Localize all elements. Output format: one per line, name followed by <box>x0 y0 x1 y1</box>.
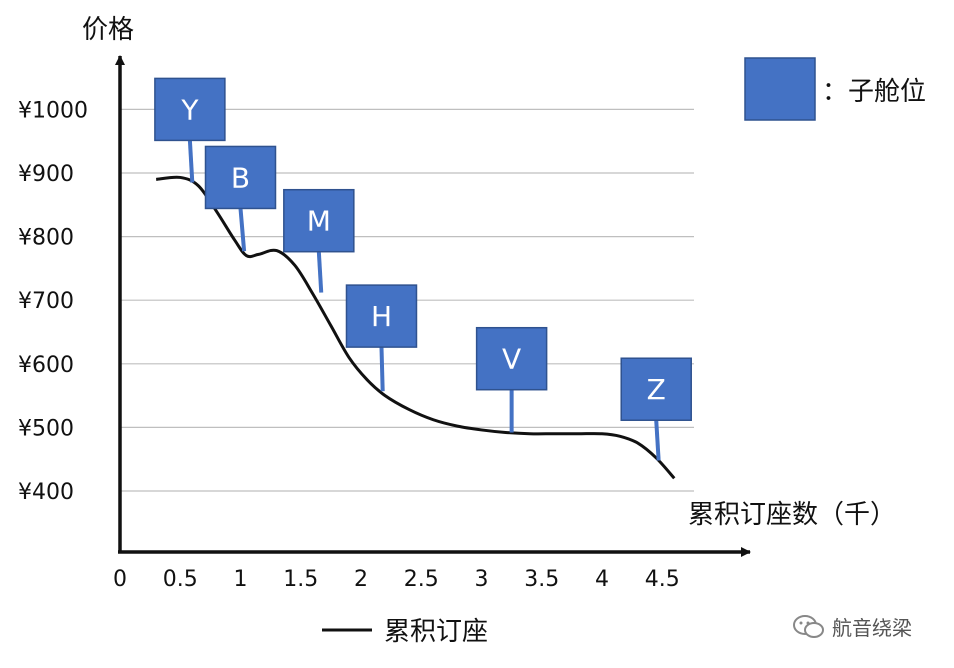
x-tick-label: 2.5 <box>404 567 439 592</box>
fare-class-boxes: Y B M H V Z <box>154 77 692 421</box>
x-tick-label: 2 <box>354 567 368 592</box>
wechat-icon <box>792 614 826 640</box>
x-tick-label: 0.5 <box>163 567 198 592</box>
y-tick-label: ¥700 <box>18 289 74 314</box>
fare-class-stems <box>187 140 661 461</box>
class-legend: ：子舱位 <box>744 57 926 121</box>
x-tick-labels: 0 0.5 1 1.5 2 2.5 3 3.5 4 4.5 <box>113 567 680 592</box>
fare-class-box-z <box>620 357 692 421</box>
series-legend-label: 累积订座 <box>384 617 488 647</box>
fare-class-box-b <box>204 145 277 210</box>
x-tick-label: 4 <box>595 567 609 592</box>
fare-class-box-v <box>475 326 548 391</box>
fare-class-stem-m <box>316 251 324 293</box>
fare-class-stem-y <box>187 140 195 183</box>
fare-class-label-b: B <box>231 161 250 194</box>
fare-class-box-m <box>283 188 355 253</box>
fare-class-label-m: M <box>307 205 331 238</box>
watermark-text: 航音绕梁 <box>832 616 912 640</box>
fare-class-label-v: V <box>502 343 521 376</box>
x-tick-label: 4.5 <box>645 567 680 592</box>
fare-class-stem-z <box>654 420 661 461</box>
fare-class-box-y <box>154 77 226 142</box>
y-tick-label: ¥800 <box>18 226 74 251</box>
class-legend-label: ：子舱位 <box>822 77 926 107</box>
y-tick-label: ¥600 <box>18 353 74 378</box>
fare-class-stem-b <box>238 208 247 252</box>
y-tick-label: ¥900 <box>18 162 74 187</box>
y-axis-title: 价格 <box>82 15 134 45</box>
class-legend-swatch <box>744 57 816 121</box>
y-tick-label: ¥400 <box>18 480 74 505</box>
x-tick-label: 1 <box>234 567 248 592</box>
x-axis-title: 累积订座数（千） <box>688 500 896 530</box>
x-tick-label: 1.5 <box>283 567 318 592</box>
y-tick-labels: ¥400 ¥500 ¥600 ¥700 ¥800 ¥900 ¥1000 <box>18 98 88 505</box>
axes <box>115 55 751 557</box>
fare-class-box-h <box>345 284 418 348</box>
fare-class-stem-h <box>379 347 385 392</box>
series-line-cumulative-bookings <box>155 175 676 480</box>
watermark: 航音绕梁 <box>792 612 912 641</box>
y-tick-label: ¥500 <box>18 416 74 441</box>
y-tick-label: ¥1000 <box>18 98 88 123</box>
fare-class-label-z: Z <box>647 373 666 406</box>
series-legend: 累积订座 <box>322 617 488 647</box>
fare-class-label-y: Y <box>180 93 199 126</box>
x-tick-label: 0 <box>113 567 127 592</box>
fare-class-label-h: H <box>371 300 392 333</box>
series-layer <box>155 175 676 480</box>
x-tick-label: 3 <box>475 567 489 592</box>
x-tick-label: 3.5 <box>524 567 559 592</box>
